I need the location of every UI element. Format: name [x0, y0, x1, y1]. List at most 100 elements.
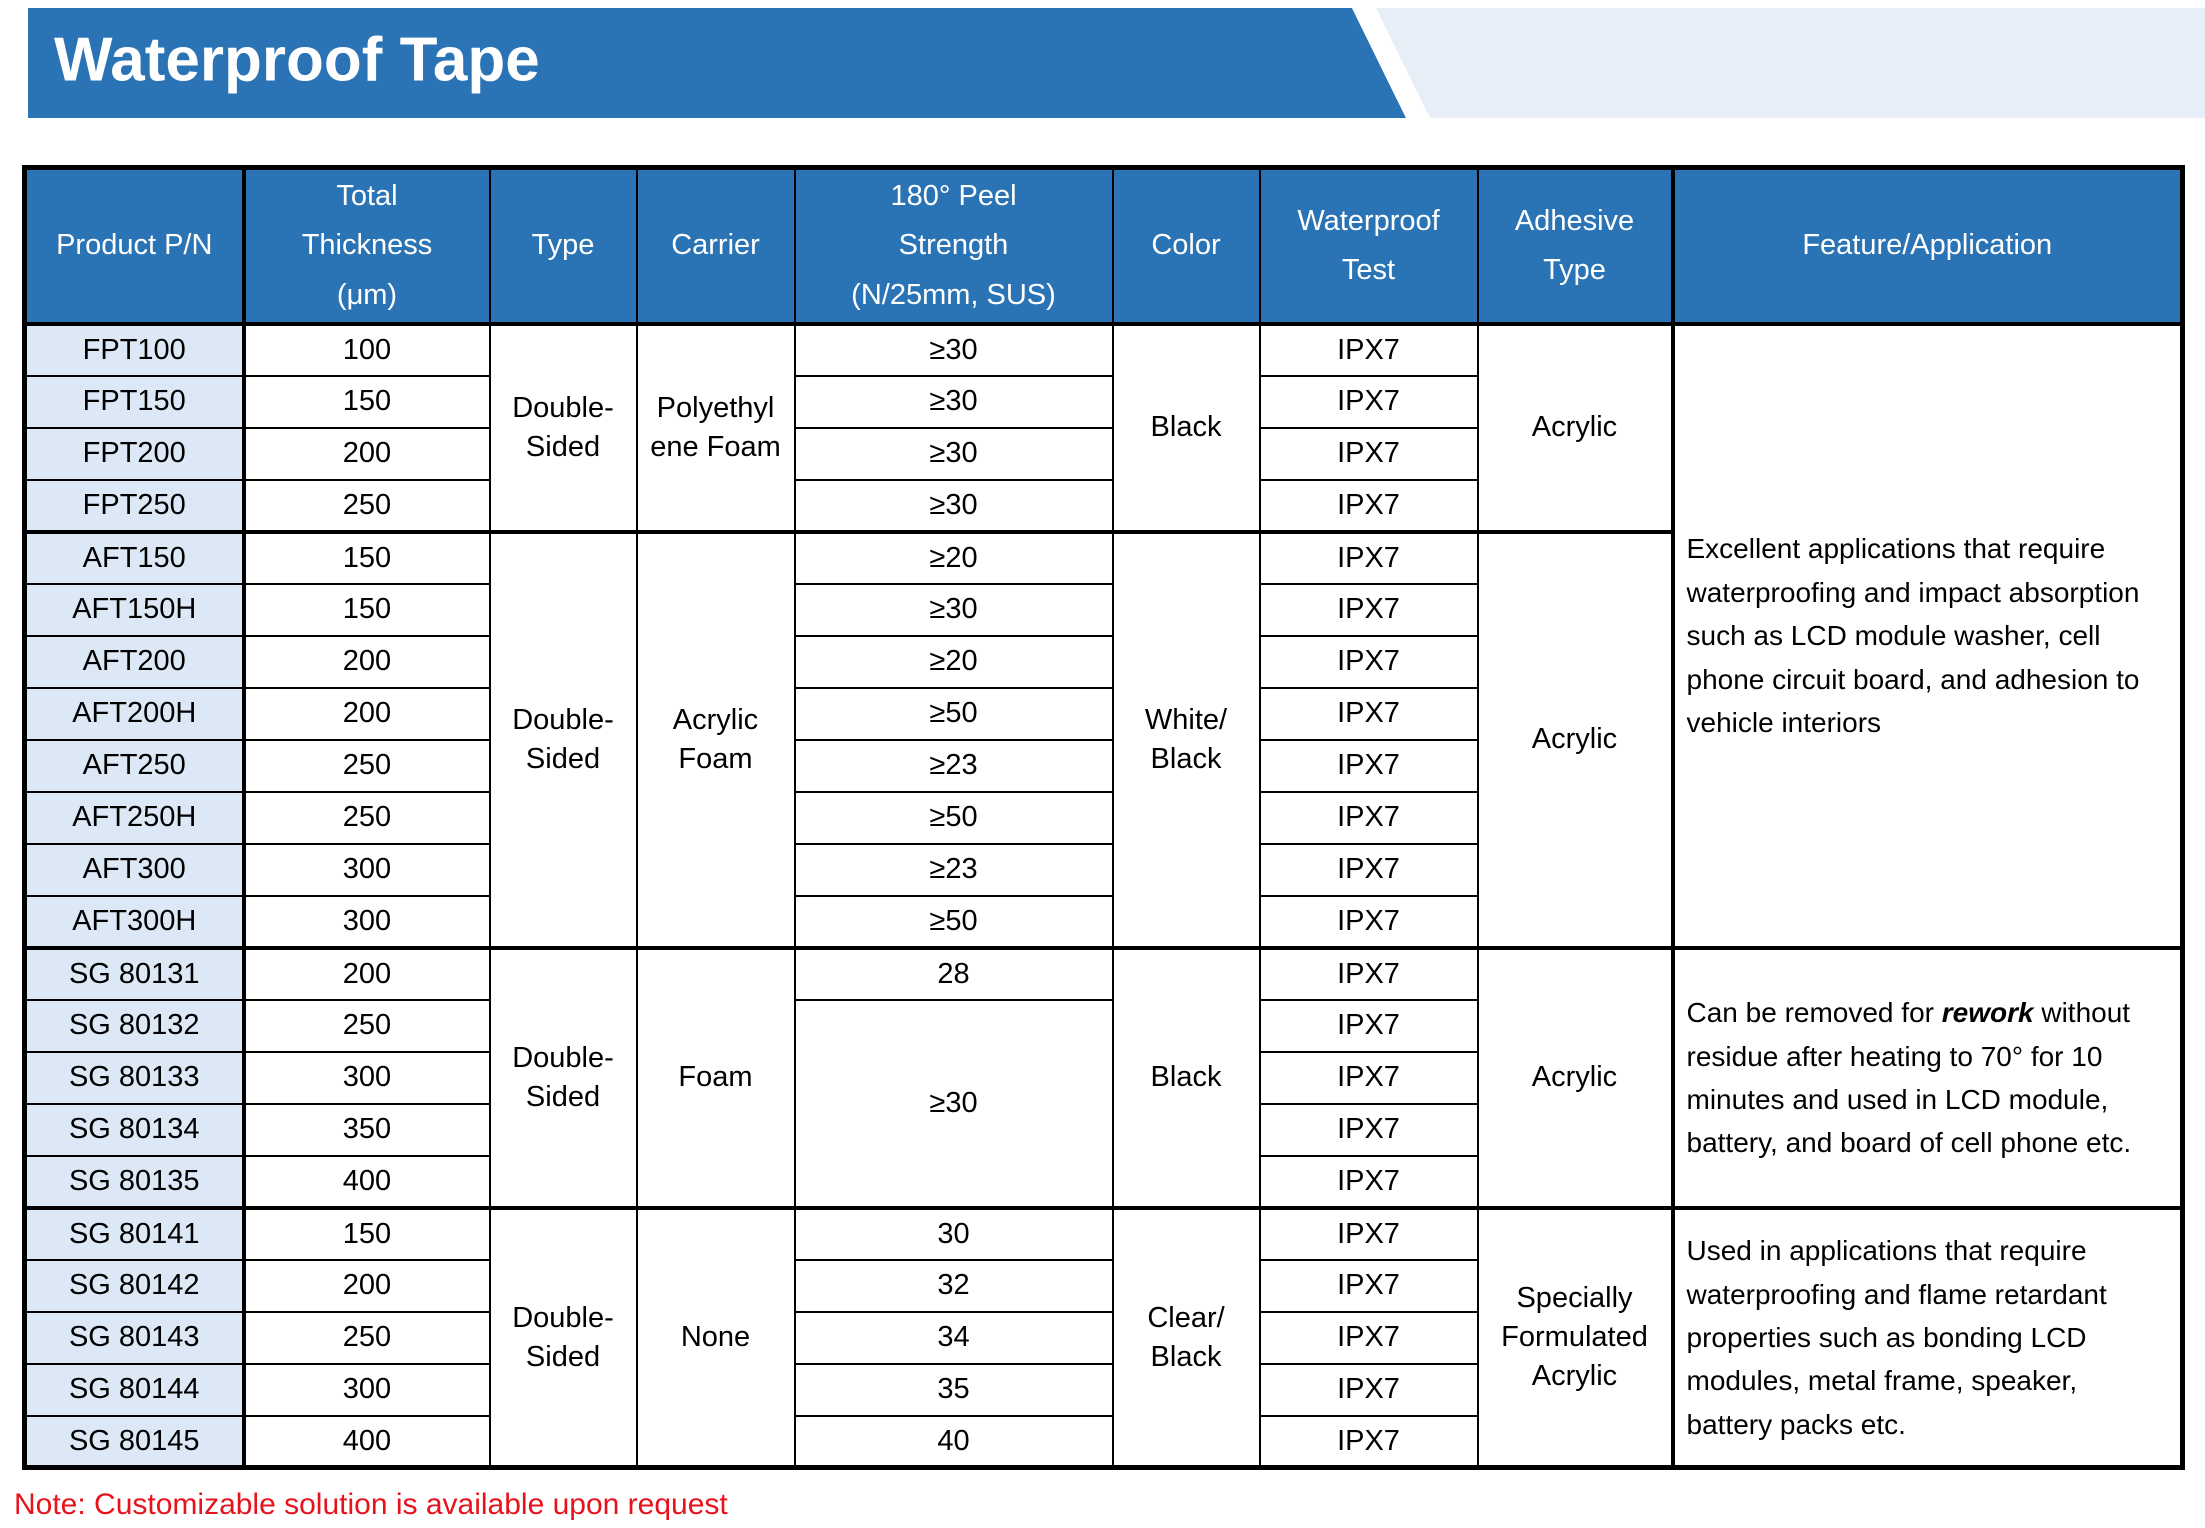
header-waterproof-test: Waterproof Test	[1258, 166, 1479, 326]
cell-peel: ≥30	[793, 426, 1114, 481]
cell-thickness: 200	[242, 634, 491, 689]
cell-test: IPX7	[1258, 686, 1479, 741]
waterproof-tape-table: Product P/N Total Thickness (μm) Type Ca…	[22, 165, 2185, 1471]
cell-peel: ≥30	[793, 374, 1114, 429]
cell-pn: AFT250	[23, 738, 246, 793]
cell-thickness: 250	[242, 998, 491, 1053]
cell-test: IPX7	[1258, 582, 1479, 637]
table-row: AFT200 200 ≥20 IPX7	[23, 634, 2183, 689]
cell-color: Clear/ Black	[1111, 1205, 1261, 1469]
table-row: AFT250H 250 ≥50 IPX7	[23, 790, 2183, 845]
cell-thickness: 150	[242, 582, 491, 637]
cell-peel: 28	[793, 945, 1114, 1001]
cell-thickness: 300	[242, 1050, 491, 1105]
cell-peel: ≥30	[793, 322, 1114, 377]
header-carrier: Carrier	[635, 166, 796, 326]
cell-pn: SG 80141	[23, 1205, 246, 1261]
cell-feature: Excellent applications that require wate…	[1670, 322, 2184, 949]
cell-thickness: 150	[242, 374, 491, 429]
table-row: AFT250 250 ≥23 IPX7	[23, 738, 2183, 793]
cell-peel: 34	[793, 1310, 1114, 1365]
cell-peel: ≥50	[793, 686, 1114, 741]
cell-test: IPX7	[1258, 790, 1479, 845]
cell-thickness: 250	[242, 738, 491, 793]
cell-pn: AFT300	[23, 842, 246, 897]
cell-peel: ≥23	[793, 738, 1114, 793]
cell-color: Black	[1111, 322, 1261, 533]
table-row: SG 80145 400 40 IPX7	[23, 1414, 2183, 1469]
cell-thickness: 200	[242, 945, 491, 1001]
cell-pn: SG 80133	[23, 1050, 246, 1105]
cell-test: IPX7	[1258, 426, 1479, 481]
cell-pn: SG 80132	[23, 998, 246, 1053]
cell-test: IPX7	[1258, 1154, 1479, 1209]
cell-pn: SG 80144	[23, 1362, 246, 1417]
cell-pn: AFT250H	[23, 790, 246, 845]
cell-thickness: 300	[242, 894, 491, 949]
cell-thickness: 300	[242, 842, 491, 897]
cell-peel: ≥50	[793, 894, 1114, 949]
cell-test: IPX7	[1258, 634, 1479, 689]
cell-thickness: 150	[242, 1205, 491, 1261]
cell-thickness: 100	[242, 322, 491, 377]
cell-pn: FPT150	[23, 374, 246, 429]
cell-test: IPX7	[1258, 322, 1479, 377]
table-row: SG 80135 400 IPX7	[23, 1154, 2183, 1209]
cell-test: IPX7	[1258, 998, 1479, 1053]
cell-pn: SG 80142	[23, 1258, 246, 1313]
cell-test: IPX7	[1258, 529, 1479, 585]
cell-pn: FPT200	[23, 426, 246, 481]
cell-test: IPX7	[1258, 478, 1479, 533]
cell-pn: AFT200	[23, 634, 246, 689]
cell-thickness: 400	[242, 1154, 491, 1209]
cell-pn: SG 80145	[23, 1414, 246, 1469]
cell-peel: ≥20	[793, 529, 1114, 585]
table-row: SG 80144 300 35 IPX7	[23, 1362, 2183, 1417]
table-row: FPT200 200 ≥30 IPX7	[23, 426, 2183, 481]
page-banner: Waterproof Tape	[28, 8, 2205, 118]
cell-test: IPX7	[1258, 1050, 1479, 1105]
table-row: FPT250 250 ≥30 IPX7	[23, 478, 2183, 533]
cell-pn: FPT100	[23, 322, 246, 377]
table-row: AFT150 150 Double- Sided Acrylic Foam ≥2…	[23, 529, 2183, 949]
cell-thickness: 200	[242, 1258, 491, 1313]
cell-type: Double- Sided	[488, 529, 638, 949]
cell-peel: ≥50	[793, 790, 1114, 845]
banner-blue-shape	[28, 8, 1406, 118]
cell-test: IPX7	[1258, 738, 1479, 793]
cell-type: Double- Sided	[488, 1205, 638, 1469]
cell-thickness: 250	[242, 1310, 491, 1365]
cell-adhesive: Specially Formulated Acrylic	[1476, 1205, 1674, 1469]
feature-text: without residue after heating to 70° for…	[1686, 997, 2132, 1159]
cell-pn: FPT250	[23, 478, 246, 533]
header-feature-application: Feature/Application	[1670, 166, 2184, 326]
cell-test: IPX7	[1258, 1310, 1479, 1365]
cell-pn: AFT300H	[23, 894, 246, 949]
table-row: SG 80133 300 IPX7	[23, 1050, 2183, 1105]
cell-peel: ≥23	[793, 842, 1114, 897]
cell-peel: 35	[793, 1362, 1114, 1417]
header-product-pn: Product P/N	[23, 166, 246, 326]
feature-emphasis: rework	[1941, 997, 2034, 1029]
table-row: SG 80142 200 32 IPX7	[23, 1258, 2183, 1313]
customization-note: Note: Customizable solution is available…	[14, 1488, 728, 1521]
table-row: SG 80134 350 IPX7	[23, 1102, 2183, 1157]
cell-adhesive: Acrylic	[1476, 945, 1674, 1209]
cell-color: White/ Black	[1111, 529, 1261, 949]
table-row: AFT200H 200 ≥50 IPX7	[23, 686, 2183, 741]
cell-thickness: 250	[242, 478, 491, 533]
cell-peel: 30	[793, 1205, 1114, 1261]
table-row: AFT150H 150 ≥30 IPX7	[23, 582, 2183, 637]
cell-thickness: 300	[242, 1362, 491, 1417]
cell-pn: AFT150H	[23, 582, 246, 637]
cell-peel-merged: ≥30	[793, 998, 1114, 1209]
cell-pn: AFT150	[23, 529, 246, 585]
table-row: SG 80143 250 34 IPX7	[23, 1310, 2183, 1365]
cell-peel: 32	[793, 1258, 1114, 1313]
table-row: FPT100 100 Double- Sided Polyethyl ene F…	[23, 322, 2184, 949]
cell-carrier: None	[635, 1205, 796, 1469]
cell-test: IPX7	[1258, 1258, 1479, 1313]
cell-thickness: 400	[242, 1414, 491, 1469]
cell-thickness: 150	[242, 529, 491, 585]
cell-pn: AFT200H	[23, 686, 246, 741]
